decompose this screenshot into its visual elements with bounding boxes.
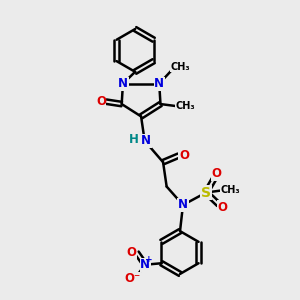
Text: O: O xyxy=(217,201,227,214)
Text: CH₃: CH₃ xyxy=(221,185,240,195)
Text: H: H xyxy=(129,134,139,146)
Text: N: N xyxy=(154,77,164,90)
Text: O⁻: O⁻ xyxy=(124,272,140,285)
Text: CH₃: CH₃ xyxy=(170,62,190,72)
Text: O: O xyxy=(96,95,106,108)
Text: N: N xyxy=(118,77,128,90)
Text: O: O xyxy=(179,149,189,162)
Text: O: O xyxy=(127,246,136,259)
Text: +: + xyxy=(146,255,153,264)
Text: N: N xyxy=(141,134,151,147)
Text: N: N xyxy=(140,258,150,271)
Text: CH₃: CH₃ xyxy=(176,101,195,111)
Text: S: S xyxy=(201,185,211,200)
Text: O: O xyxy=(212,167,222,180)
Text: N: N xyxy=(178,199,188,212)
